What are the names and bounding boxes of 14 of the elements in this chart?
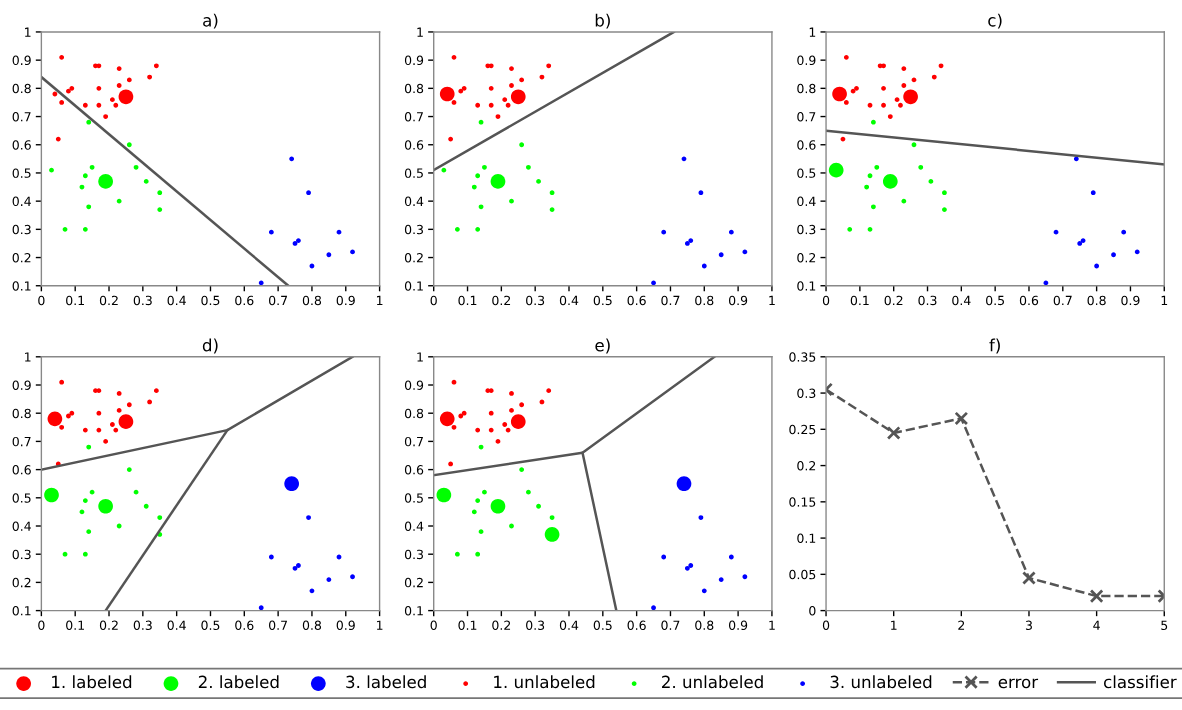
legend-label: 2. labeled (198, 675, 279, 689)
legend-label: 2. unlabeled (662, 675, 763, 689)
legend-label: 1. unlabeled (494, 675, 595, 689)
chart-title: b) (595, 13, 610, 29)
legend-label: 3. labeled (346, 675, 426, 689)
legend-label: error (998, 678, 1039, 689)
chart-title: f) (989, 338, 1000, 354)
legend-label: classifier (1104, 675, 1177, 689)
chart-title: a) (203, 13, 218, 29)
chart-title: c) (988, 13, 1002, 29)
chart-title: e) (595, 338, 610, 354)
legend-label: 1. labeled (52, 675, 132, 689)
chart-title: d) (202, 338, 218, 354)
legend-label: 3. unlabeled (830, 675, 932, 689)
